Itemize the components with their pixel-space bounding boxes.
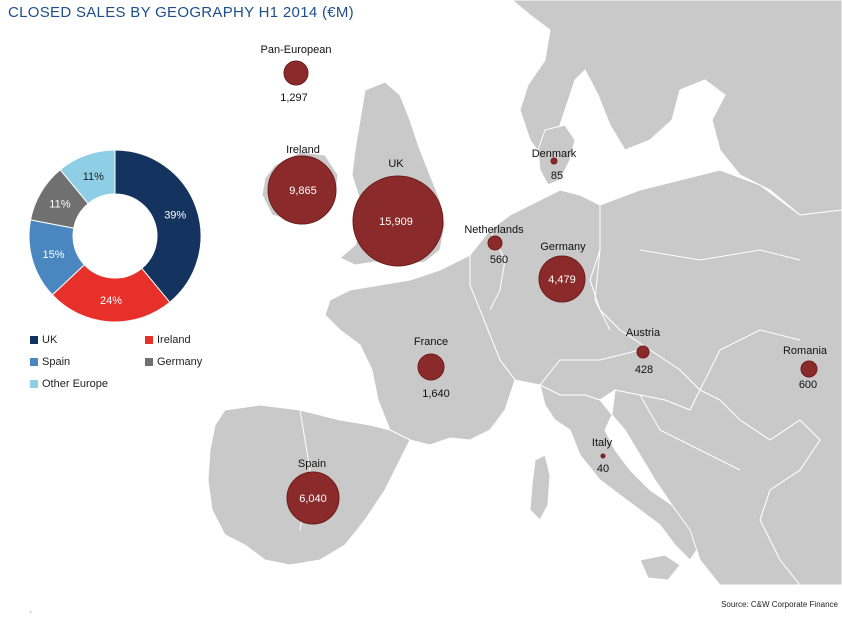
corsica-sardinia-land: [529, 454, 551, 521]
bubble-value: 40: [597, 463, 609, 475]
donut-slice-label: 11%: [83, 171, 104, 183]
bubble-pan-european[interactable]: Pan-European 1,297: [261, 44, 332, 104]
bubble-name: Romania: [783, 345, 828, 357]
donut-slice-ireland[interactable]: [51, 264, 171, 323]
bubble-name: Spain: [298, 458, 326, 470]
bubble-value: 9,865: [289, 185, 317, 197]
border-line: [699, 329, 801, 391]
legend-swatch: [30, 358, 38, 366]
bubble-name: Netherlands: [464, 224, 524, 236]
donut-slice-label: 15%: [43, 249, 65, 261]
donut-slice-label: 39%: [164, 209, 186, 221]
bubble-name: Pan-European: [261, 44, 332, 56]
bubble-value: 6,040: [299, 493, 327, 505]
legend-swatch: [145, 358, 153, 366]
bubble-italy[interactable]: Italy 40: [592, 437, 613, 475]
donut-slice-label: 24%: [100, 295, 122, 307]
donut-slice-uk[interactable]: [114, 149, 202, 303]
legend-item-germany: Germany: [145, 356, 202, 368]
bubble-circle[interactable]: [267, 155, 337, 225]
bubble-uk[interactable]: UK 15,909: [352, 158, 444, 267]
donut-chart: 39% 24% 15% 11% 11%: [28, 149, 202, 323]
bubble-ireland[interactable]: Ireland 9,865: [267, 144, 337, 225]
bubble-circle[interactable]: [800, 360, 818, 378]
donut-labels: 39% 24% 15% 11% 11%: [43, 171, 187, 307]
bubble-name: Ireland: [286, 144, 320, 156]
bubble-romania[interactable]: Romania 600: [783, 345, 828, 391]
bubble-value: 560: [490, 254, 508, 266]
bubble-name: France: [414, 336, 448, 348]
bubble-circle[interactable]: [636, 345, 650, 359]
bubble-name: Austria: [626, 327, 661, 339]
donut-slice-label: 11%: [49, 198, 70, 210]
bubble-value: 15,909: [379, 216, 413, 228]
bubble-circle[interactable]: [417, 353, 445, 381]
bubble-value: 4,479: [548, 274, 576, 286]
france-land: [324, 254, 516, 446]
donut-slices: [28, 149, 202, 323]
legend-label: Other Europe: [42, 378, 109, 390]
legend-swatch: [30, 380, 38, 388]
bubble-spain[interactable]: Spain 6,040: [286, 458, 340, 525]
balkans-land: [611, 389, 821, 586]
denmark-land: [537, 124, 576, 186]
legend-item-other-europe: Other Europe: [30, 378, 108, 390]
bubble-value: 600: [799, 379, 817, 391]
legend-swatch: [145, 336, 153, 344]
bubble-austria[interactable]: Austria 428: [626, 327, 661, 376]
donut-slice-other-europe[interactable]: [59, 149, 116, 205]
legend-label: Germany: [157, 356, 203, 368]
sicily-land: [639, 554, 681, 581]
border-line: [539, 349, 641, 386]
bubble-circle[interactable]: [352, 175, 444, 267]
bubble-france[interactable]: France 1,640: [414, 336, 450, 400]
legend-item-uk: UK: [30, 334, 57, 346]
legend-label: Spain: [42, 356, 71, 368]
footer-mark: ‘: [30, 610, 32, 619]
bubble-circle[interactable]: [286, 471, 340, 525]
bubble-value: 85: [551, 170, 563, 182]
bubble-name: Italy: [592, 437, 613, 449]
legend-item-spain: Spain: [30, 356, 70, 368]
bubble-name: Germany: [540, 241, 586, 253]
bubble-circle[interactable]: [550, 157, 558, 165]
bubble-value: 428: [635, 364, 653, 376]
bubble-name: UK: [388, 158, 404, 170]
bubble-germany[interactable]: Germany 4,479: [538, 241, 586, 303]
legend-label: Ireland: [157, 334, 191, 346]
border-line: [639, 249, 801, 261]
bubble-circle[interactable]: [538, 255, 586, 303]
bubble-name: Denmark: [532, 148, 577, 160]
bubble-circle[interactable]: [487, 235, 503, 251]
bubble-value: 1,297: [280, 92, 308, 104]
legend-label: UK: [42, 334, 58, 346]
bubble-circle[interactable]: [600, 453, 606, 459]
bubble-circle[interactable]: [283, 60, 309, 86]
legend-swatch: [30, 336, 38, 344]
bubble-netherlands[interactable]: Netherlands 560: [464, 224, 524, 266]
scandinavia-land: [511, 0, 842, 216]
border-line: [639, 394, 741, 471]
bubble-value: 1,640: [422, 388, 450, 400]
source-note: Source: C&W Corporate Finance: [721, 600, 838, 609]
legend-item-ireland: Ireland: [145, 334, 191, 346]
map-title: CLOSED SALES BY GEOGRAPHY H1 2014 (€M): [8, 4, 354, 21]
border-line: [594, 249, 611, 331]
bubble-layer: Pan-European 1,297 Ireland 9,865 UK 15,9…: [261, 44, 828, 525]
bubble-denmark[interactable]: Denmark 85: [532, 148, 577, 182]
